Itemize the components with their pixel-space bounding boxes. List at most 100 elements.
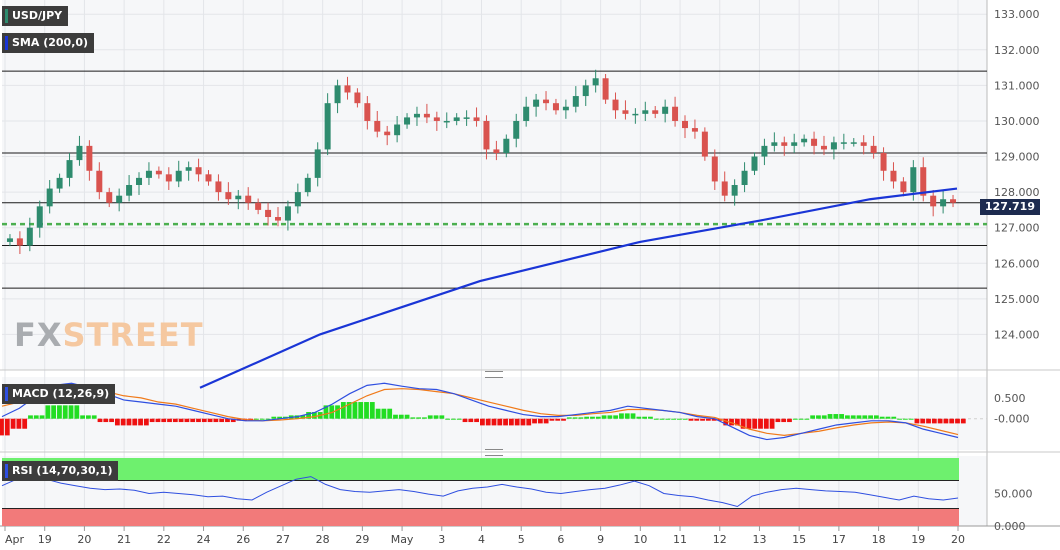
- macd-histogram-bar: [590, 416, 595, 419]
- price-tick-label: 129.000: [994, 151, 1040, 164]
- main-panel-bg: [2, 0, 987, 370]
- macd-histogram-bar: [45, 405, 51, 419]
- macd-histogram-bar: [914, 418, 920, 424]
- macd-histogram-bar: [723, 418, 729, 426]
- macd-histogram-bar: [555, 418, 561, 421]
- macd-histogram-bar: [642, 416, 648, 419]
- macd-histogram-bar: [508, 418, 514, 426]
- macd-histogram-bar: [86, 415, 91, 419]
- macd-histogram-bar: [219, 418, 225, 423]
- macd-histogram-bar: [161, 418, 167, 423]
- candle-body: [880, 152, 887, 171]
- candle-body: [533, 99, 540, 107]
- macd-histogram-bar: [80, 415, 86, 419]
- rsi-line: [1, 474, 959, 508]
- candle-body: [354, 92, 361, 104]
- macd-histogram-bar: [520, 418, 526, 426]
- macd-histogram-bar: [480, 418, 485, 426]
- candle-body: [245, 195, 252, 203]
- macd-histogram-bar: [700, 418, 705, 421]
- macd-histogram-bar: [775, 418, 781, 423]
- candle-body: [195, 167, 202, 175]
- candle-body: [870, 145, 877, 153]
- candle-body: [364, 103, 371, 121]
- macd-histogram-bar: [184, 418, 190, 423]
- macd-histogram-bar: [462, 418, 468, 423]
- candle-body: [473, 117, 480, 121]
- macd-histogram-bar: [653, 418, 659, 420]
- macd-histogram-bar: [839, 414, 845, 419]
- rsi-resize-handle[interactable]: [485, 449, 503, 456]
- price-tick-label: 126.000: [994, 257, 1040, 270]
- macd-histogram-bar: [0, 418, 4, 436]
- macd-histogram-bar: [879, 416, 885, 419]
- candle-body: [384, 131, 391, 136]
- time-tick-label: 6: [557, 533, 564, 546]
- last-price-tag: 127.719: [979, 199, 1040, 215]
- candle-body: [205, 174, 212, 182]
- macd-histogram-bar: [451, 418, 456, 420]
- price-tick-label: 130.000: [994, 115, 1040, 128]
- macd-histogram-bar: [62, 405, 68, 419]
- macd-histogram-bar: [636, 416, 642, 419]
- macd-histogram-bar: [300, 415, 306, 419]
- macd-histogram-bar: [230, 418, 236, 423]
- candle-body: [175, 170, 182, 182]
- time-tick-label: 15: [792, 533, 806, 546]
- macd-histogram-bar: [665, 418, 671, 420]
- candle-body: [443, 120, 450, 123]
- candle-body: [731, 185, 738, 196]
- macd-histogram-bar: [746, 418, 752, 429]
- macd-histogram-bar: [143, 418, 149, 426]
- candle-body: [562, 106, 569, 111]
- macd-histogram-bar: [259, 418, 265, 420]
- candle-body: [314, 149, 321, 178]
- macd-histogram-bar: [138, 418, 143, 426]
- candle-body: [185, 167, 192, 171]
- sma200-line: [199, 187, 958, 389]
- candle-body: [910, 167, 917, 193]
- macd-panel-bg: [2, 377, 987, 450]
- candle-body: [632, 113, 639, 116]
- macd-histogram-bar: [781, 418, 787, 423]
- candle-body: [850, 142, 857, 144]
- macd-histogram-bar: [862, 415, 868, 419]
- macd-histogram-bar: [10, 418, 16, 429]
- watermark-fx: FX: [14, 316, 63, 354]
- macd-histogram-bar: [955, 418, 960, 424]
- macd-histogram-bar: [885, 416, 891, 419]
- macd-histogram-bar: [271, 416, 277, 419]
- time-tick-label: 21: [117, 533, 131, 546]
- candle-body: [423, 113, 430, 118]
- time-tick-label: 17: [832, 533, 846, 546]
- macd-histogram-bar: [630, 413, 636, 419]
- price-tick-label: 133.000: [994, 8, 1040, 21]
- time-tick-label: 29: [355, 533, 369, 546]
- candle-body: [572, 96, 579, 107]
- candle-body: [652, 110, 659, 114]
- macd-resize-handle[interactable]: [485, 371, 503, 378]
- candle-body: [701, 131, 708, 157]
- macd-histogram-bar: [167, 418, 172, 423]
- macd-tick-label: 0.500: [994, 392, 1026, 405]
- candle-body: [374, 120, 381, 132]
- macd-histogram-bar: [369, 402, 375, 419]
- macd-histogram-bar: [816, 415, 821, 419]
- candle-body: [255, 202, 262, 210]
- macd-histogram-bar: [410, 417, 416, 419]
- price-tick-label: 127.000: [994, 222, 1040, 235]
- macd-histogram-bar: [277, 416, 283, 419]
- macd-histogram-bar: [682, 418, 688, 420]
- macd-histogram-bar: [39, 415, 45, 419]
- candle-body: [16, 238, 23, 246]
- macd-histogram-bar: [688, 418, 694, 421]
- macd-text: MACD (12,26,9): [12, 387, 110, 400]
- candle-body: [413, 113, 420, 118]
- candle-body: [682, 120, 689, 129]
- macd-histogram-bar: [578, 417, 584, 419]
- watermark-street: STREET: [62, 316, 204, 354]
- macd-histogram-bar: [16, 418, 22, 429]
- time-tick-label: 19: [911, 533, 925, 546]
- macd-histogram-bar: [926, 418, 931, 424]
